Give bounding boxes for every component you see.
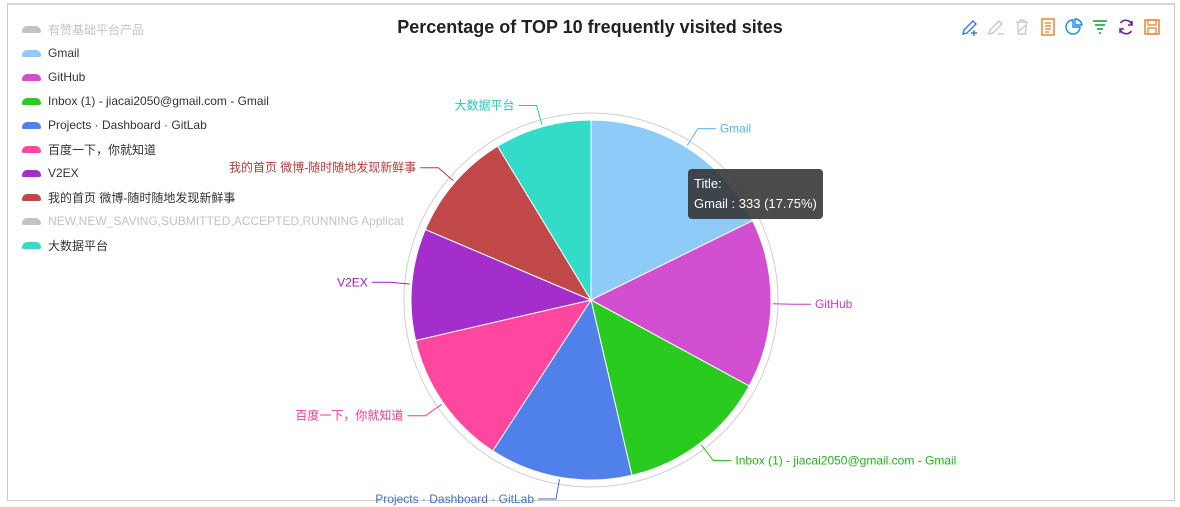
legend-item[interactable]: GitHub — [22, 65, 404, 89]
save-icon[interactable] — [1142, 17, 1162, 37]
legend-label: Projects · Dashboard · GitLab — [48, 118, 207, 132]
chart-frame — [7, 3, 1175, 501]
legend-item[interactable]: V2EX — [22, 161, 404, 185]
legend-label: 大数据平台 — [48, 238, 109, 253]
chart-title: Percentage of TOP 10 frequently visited … — [397, 17, 783, 37]
toolbox — [960, 17, 1162, 37]
pie-chart-icon[interactable] — [1064, 17, 1084, 37]
slice-label: Inbox (1) - jiacai2050@gmail.com - Gmail — [735, 454, 956, 468]
legend-swatch — [22, 97, 41, 105]
legend-swatch — [22, 25, 41, 33]
legend-item[interactable]: Inbox (1) - jiacai2050@gmail.com - Gmail — [22, 89, 404, 113]
slice-label: Projects · Dashboard · GitLab — [375, 492, 534, 506]
legend-label: V2EX — [48, 166, 79, 180]
legend-label: 百度一下，你就知道 — [48, 142, 157, 157]
data-view-icon[interactable] — [1038, 17, 1058, 37]
pie-slice[interactable] — [410, 228, 593, 342]
pie-slice[interactable] — [589, 220, 772, 387]
pie-slice[interactable] — [492, 298, 633, 481]
legend-item[interactable]: 大数据平台 — [22, 233, 404, 257]
refresh-icon[interactable] — [1116, 17, 1136, 37]
legend-label: GitHub — [48, 70, 86, 84]
legend-swatch — [22, 121, 41, 129]
tooltip-text: Gmail : 333 (17.75%) — [694, 196, 817, 211]
pie-slice[interactable] — [424, 145, 593, 302]
legend-swatch — [22, 73, 41, 81]
legend-swatch — [22, 217, 41, 225]
slice-label: Gmail — [720, 122, 751, 136]
slice-label: 百度一下，你就知道 — [295, 408, 403, 423]
legend-item[interactable]: NEW,NEW_SAVING,SUBMITTED,ACCEPTED,RUNNIN… — [22, 209, 404, 233]
legend-item[interactable]: 百度一下，你就知道 — [22, 137, 404, 161]
legend-label: Inbox (1) - jiacai2050@gmail.com - Gmail — [48, 94, 269, 108]
label-leader-line — [420, 167, 454, 182]
slice-label: 我的首页 微博-随时随地发现新鲜事 — [229, 160, 416, 175]
legend-label: Gmail — [48, 46, 80, 60]
legend-label: 我的首页 微博-随时随地发现新鲜事 — [48, 190, 236, 205]
legend: 有赞基础平台产品 Gmail GitHub Inbox (1) - jiacai205… — [22, 17, 404, 257]
legend-swatch — [22, 169, 41, 177]
legend-swatch — [22, 49, 41, 57]
legend-label: 有赞基础平台产品 — [48, 22, 145, 37]
label-leader-line — [407, 403, 443, 417]
label-leader-line — [538, 479, 560, 500]
legend-item[interactable]: 我的首页 微博-随时随地发现新鲜事 — [22, 185, 404, 209]
legend-item[interactable]: 有赞基础平台产品 — [22, 17, 404, 41]
legend-item[interactable]: Projects · Dashboard · GitLab — [22, 113, 404, 137]
pie-slice[interactable] — [590, 299, 750, 476]
tooltip-title: Title: — [694, 176, 722, 191]
slice-label: 大数据平台 — [455, 97, 515, 112]
pie-slice[interactable] — [415, 299, 593, 452]
slice-label: V2EX — [337, 275, 368, 289]
pie-slice[interactable] — [496, 119, 592, 302]
label-leader-line — [371, 281, 410, 285]
label-leader-line — [686, 128, 716, 146]
pie-outer-ring — [403, 112, 779, 488]
label-leader-line — [518, 104, 543, 125]
funnel-icon[interactable] — [1090, 17, 1110, 37]
legend-label: NEW,NEW_SAVING,SUBMITTED,ACCEPTED,RUNNIN… — [48, 214, 404, 228]
trash-icon[interactable] — [1012, 17, 1032, 37]
tooltip: Title: Gmail : 333 (17.75%) — [688, 169, 823, 219]
legend-swatch — [22, 241, 41, 249]
pencil-clear-icon[interactable] — [986, 17, 1006, 37]
label-leader-line — [700, 444, 732, 462]
legend-item[interactable]: Gmail — [22, 41, 404, 65]
pencil-plus-icon[interactable] — [960, 17, 980, 37]
slice-label: GitHub — [815, 297, 853, 311]
legend-swatch — [22, 145, 41, 153]
legend-swatch — [22, 193, 41, 201]
